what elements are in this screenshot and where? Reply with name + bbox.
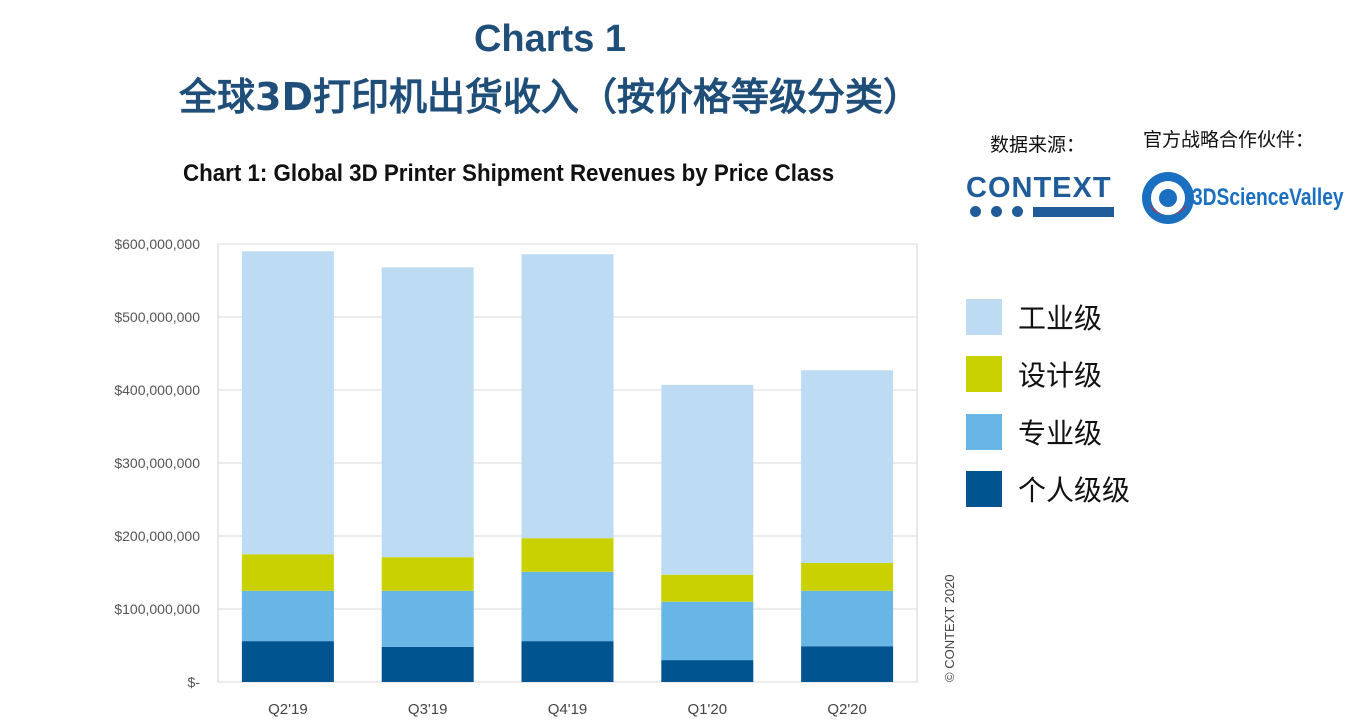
context-logo: CONTEXT: [966, 173, 1114, 217]
bar-professional: [801, 590, 894, 647]
page-subtitle: 全球3D打印机出货收入（按价格等级分类）: [179, 75, 921, 119]
x-tick-label: Q3'19: [408, 701, 448, 718]
copyright: © CONTEXT 2020: [942, 574, 957, 682]
chart-title: Chart 1: Global 3D Printer Shipment Reve…: [183, 160, 835, 187]
page-title: Charts 1: [473, 18, 627, 60]
x-tick-label: Q2'19: [268, 701, 308, 718]
bar-personal: [381, 646, 474, 682]
legend-swatch: [966, 413, 1002, 450]
y-tick-label: $200,000,000: [114, 528, 200, 544]
bar-personal: [521, 641, 614, 682]
legend-item: 专业级: [966, 403, 1130, 461]
legend-label: 设计级: [1018, 359, 1103, 393]
partner-logo-text: 3DScienceValley: [1192, 184, 1344, 211]
x-tick-label: Q2'20: [827, 701, 867, 718]
data-source-label: 数据来源：: [990, 134, 1086, 156]
bar-professional: [381, 590, 474, 647]
context-logo-text: CONTEXT: [966, 172, 1112, 204]
legend-item: 个人级级: [966, 461, 1130, 519]
bar-design: [521, 538, 614, 572]
bar-personal: [241, 641, 334, 682]
x-tick-label: Q1'20: [688, 701, 728, 718]
legend-item: 设计级: [966, 346, 1130, 404]
legend-label: 个人级级: [1018, 474, 1131, 508]
legend-swatch: [966, 298, 1002, 335]
legend: 工业级设计级专业级个人级级: [966, 288, 1130, 518]
y-tick-label: $300,000,000: [114, 455, 200, 471]
bar-industrial: [381, 267, 474, 558]
y-tick-label: $400,000,000: [114, 382, 200, 398]
bar-personal: [661, 660, 754, 682]
legend-item: 工业级: [966, 288, 1130, 346]
bar-design: [381, 557, 474, 591]
bar-professional: [521, 571, 614, 642]
y-tick-label: $600,000,000: [114, 236, 200, 252]
bar-industrial: [241, 251, 334, 555]
y-tick-label: $100,000,000: [114, 601, 200, 617]
bar-chart: $- $100,000,000 $200,000,000 $300,000,000 $4…: [114, 236, 918, 718]
bar-personal: [801, 646, 894, 682]
legend-swatch: [966, 471, 1002, 508]
bar-industrial: [521, 254, 614, 539]
legend-label: 工业级: [1018, 301, 1103, 335]
legend-label: 专业级: [1018, 416, 1103, 450]
bar-industrial: [801, 370, 894, 564]
bar-professional: [241, 590, 334, 642]
bar-design: [801, 563, 894, 591]
bar-design: [241, 554, 334, 591]
bar-industrial: [661, 384, 754, 575]
y-tick-label: $-: [188, 674, 201, 690]
bar-professional: [661, 601, 754, 661]
legend-swatch: [966, 356, 1002, 393]
3dsciencevalley-logo: 3DScienceValley: [1140, 170, 1358, 226]
bar-design: [661, 574, 754, 602]
x-tick-label: Q4'19: [548, 701, 588, 718]
partner-label: 官方战略合作伙伴：: [1143, 129, 1315, 151]
y-tick-label: $500,000,000: [114, 309, 200, 325]
